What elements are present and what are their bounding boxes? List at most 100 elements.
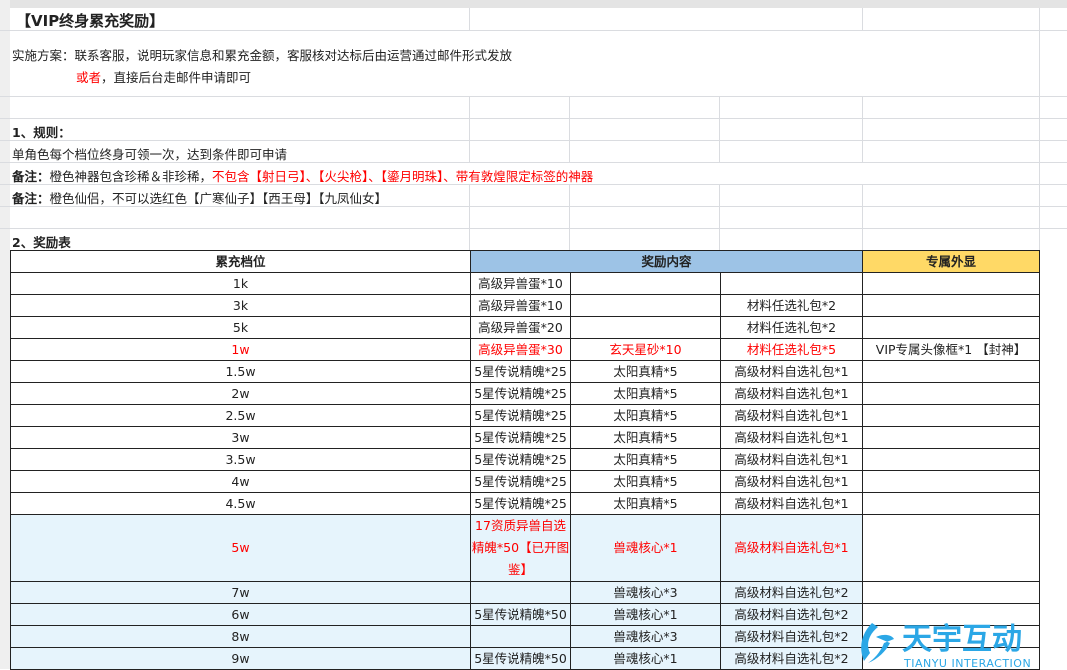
svg-text:天宇互动: 天宇互动 [902,622,1022,657]
tianyu-logo-watermark: 天宇互动 TIANYU INTERACTION [861,622,1031,669]
exclusive-cell [862,404,1040,427]
reward-1-cell: 5星传说精魄*50 [470,647,571,670]
reward-1-cell: 5星传说精魄*25 [470,360,571,383]
reward-2-cell [570,316,721,339]
reward-3-cell: 高级材料自选礼包*2 [720,581,863,604]
table-heading: 2、奖励表 [12,235,71,250]
page-title: 【VIP终身累充奖励】 [16,12,165,30]
reward-2-cell: 太阳真精*5 [570,492,721,515]
table-row: 9w 5星传说精魄*50 兽魂核心*1 高级材料自选礼包*2 [10,647,1040,670]
tier-cell: 9w [10,647,471,670]
header-rewards: 奖励内容 [470,250,863,273]
table-row: 1k 高级异兽蛋*10 [10,272,1040,295]
reward-3-cell: 高级材料自选礼包*1 [720,382,863,405]
note1-label: 备注： [12,169,50,184]
tier-cell: 6w [10,603,471,626]
reward-1-cell: 5星传说精魄*25 [470,382,571,405]
plan-alt-rest: ，直接后台走邮件申请即可 [101,70,252,85]
table-row: 3k 高级异兽蛋*10 材料任选礼包*2 [10,294,1040,317]
reward-2-cell: 太阳真精*5 [570,470,721,493]
header-exclusive: 专属外显 [862,250,1040,273]
rules-note2: 备注：橙色仙侣，不可以选红色【广寒仙子】【西王母】【九凤仙女】 [12,188,387,207]
table-row: 3w 5星传说精魄*25 太阳真精*5 高级材料自选礼包*1 [10,426,1040,449]
reward-1-cell: 高级异兽蛋*10 [470,272,571,295]
reward-3-cell: 高级材料自选礼包*1 [720,404,863,427]
reward-3-cell: 材料任选礼包*5 [720,338,863,361]
reward-3-cell: 高级材料自选礼包*1 [720,426,863,449]
reward-table: 累充档位 奖励内容 专属外显 1k 高级异兽蛋*10 3k 高级异兽蛋*10 材料任选礼… [10,250,1040,670]
plan-text: 联系客服，说明玩家信息和累充金额，客服核对达标后由运营通过邮件形式发放 [74,48,513,63]
reward-2-cell: 兽魂核心*3 [570,625,721,648]
tier-cell: 3.5w [10,448,471,471]
tier-cell: 5k [10,316,471,339]
reward-2-cell [570,272,721,295]
note1-red: 不包含【射日弓】、【火尖枪】、【鎏月明珠】、带有敦煌限定标签的神器 [212,169,594,184]
reward-1-cell: 5星传说精魄*25 [470,426,571,449]
exclusive-cell: VIP专属头像框*1 【封神】 [862,338,1040,361]
reward-2-cell: 太阳真精*5 [570,448,721,471]
exclusive-cell [862,294,1040,317]
reward-3-cell: 高级材料自选礼包*1 [720,470,863,493]
reward-1-cell [470,581,571,604]
plan-line: 实施方案：联系客服，说明玩家信息和累充金额，客服核对达标后由运营通过邮件形式发放 [12,45,512,64]
reward-3-cell: 高级材料自选礼包*2 [720,603,863,626]
reward-3-cell: 高级材料自选礼包*1 [720,514,863,582]
tier-cell: 3k [10,294,471,317]
exclusive-cell [862,581,1040,604]
reward-2-cell: 太阳真精*5 [570,426,721,449]
reward-2-cell: 太阳真精*5 [570,404,721,427]
exclusive-cell [862,448,1040,471]
reward-1-cell: 5星传说精魄*25 [470,448,571,471]
reward-3-cell: 高级材料自选礼包*2 [720,625,863,648]
reward-3-cell: 高级材料自选礼包*1 [720,492,863,515]
note1-text: 橙色神器包含珍稀＆非珍稀， [49,169,213,184]
exclusive-cell [862,514,1040,582]
reward-2-cell [570,294,721,317]
plan-alt-line: 或者，直接后台走邮件申请即可 [76,67,251,86]
table-row: 5w 17资质异兽自选精魄*50【已开图鉴】 兽魂核心*1 高级材料自选礼包*1 [10,514,1040,582]
reward-1-cell: 高级异兽蛋*30 [470,338,571,361]
reward-3-cell [720,272,863,295]
tier-cell: 2.5w [10,404,471,427]
table-row: 6w 5星传说精魄*50 兽魂核心*1 高级材料自选礼包*2 [10,603,1040,626]
reward-1-cell [470,625,571,648]
table-row: 4.5w 5星传说精魄*25 太阳真精*5 高级材料自选礼包*1 [10,492,1040,515]
reward-3-cell: 高级材料自选礼包*2 [720,647,863,670]
table-row: 2w 5星传说精魄*25 太阳真精*5 高级材料自选礼包*1 [10,382,1040,405]
tier-cell: 1w [10,338,471,361]
table-row: 4w 5星传说精魄*25 太阳真精*5 高级材料自选礼包*1 [10,470,1040,493]
tier-cell: 8w [10,625,471,648]
table-row: 1.5w 5星传说精魄*25 太阳真精*5 高级材料自选礼包*1 [10,360,1040,383]
header-tier: 累充档位 [10,250,471,273]
rules-line1: 单角色每个档位终身可领一次，达到条件即可申请 [12,147,288,162]
reward-3-cell: 材料任选礼包*2 [720,294,863,317]
exclusive-cell [862,426,1040,449]
reward-3-cell: 高级材料自选礼包*1 [720,360,863,383]
rules-note1: 备注：橙色神器包含珍稀＆非珍稀，不包含【射日弓】、【火尖枪】、【鎏月明珠】、带有… [12,166,593,185]
table-row: 5k 高级异兽蛋*20 材料任选礼包*2 [10,316,1040,339]
tier-cell: 1.5w [10,360,471,383]
reward-1-cell: 5星传说精魄*25 [470,404,571,427]
table-row: 3.5w 5星传说精魄*25 太阳真精*5 高级材料自选礼包*1 [10,448,1040,471]
tier-cell: 7w [10,581,471,604]
exclusive-cell [862,470,1040,493]
reward-2-cell: 兽魂核心*1 [570,647,721,670]
reward-2-cell: 兽魂核心*1 [570,603,721,626]
exclusive-cell [862,382,1040,405]
tier-cell: 2w [10,382,471,405]
tier-cell: 1k [10,272,471,295]
reward-2-cell: 兽魂核心*1 [570,514,721,582]
reward-3-cell: 高级材料自选礼包*1 [720,448,863,471]
exclusive-cell [862,492,1040,515]
reward-3-cell: 材料任选礼包*2 [720,316,863,339]
reward-1-cell: 高级异兽蛋*10 [470,294,571,317]
table-row: 1w 高级异兽蛋*30 玄天星砂*10 材料任选礼包*5 VIP专属头像框*1 【封神】 [10,338,1040,361]
tier-cell: 3w [10,426,471,449]
plan-alt-red: 或者 [76,70,102,85]
tier-cell: 5w [10,514,471,582]
exclusive-cell [862,360,1040,383]
table-row: 2.5w 5星传说精魄*25 太阳真精*5 高级材料自选礼包*1 [10,404,1040,427]
reward-1-cell: 5星传说精魄*25 [470,470,571,493]
plan-label: 实施方案： [12,48,75,63]
reward-1-cell: 5星传说精魄*50 [470,603,571,626]
